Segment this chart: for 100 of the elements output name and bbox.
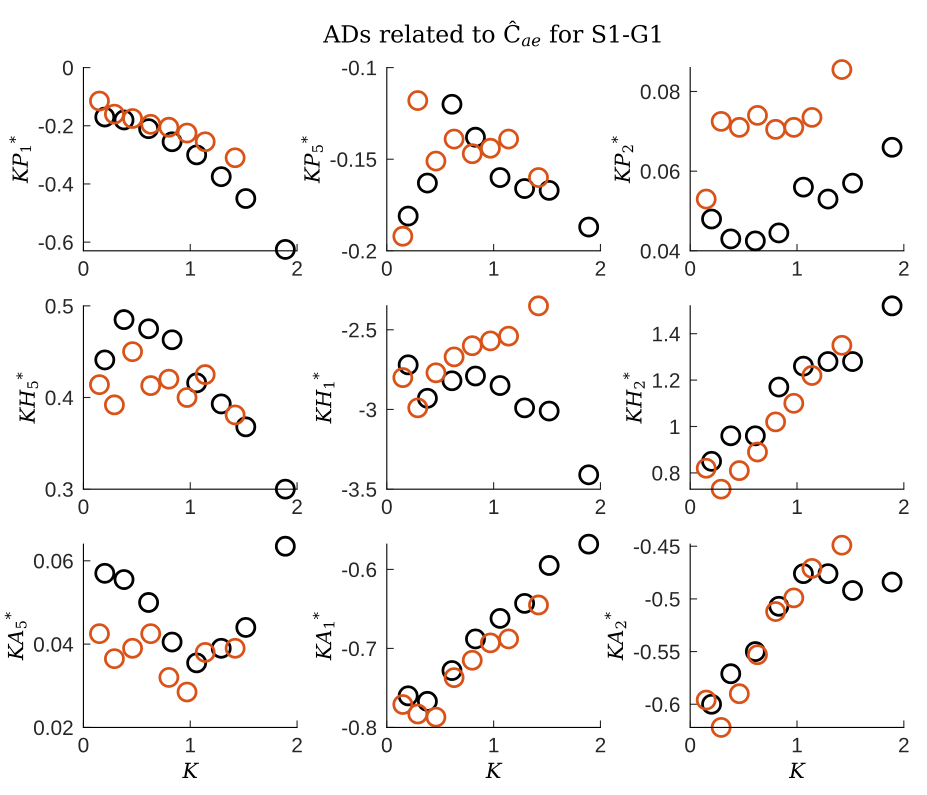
point [274,536,296,557]
y-tick-label: -0.45 [634,539,680,554]
point [818,351,838,372]
y-tick-label: 0.08 [640,84,680,100]
point [176,682,198,702]
point [842,580,863,601]
point [407,397,428,418]
point [498,628,519,650]
point [104,104,125,125]
point [480,330,501,352]
point [158,116,180,138]
point [392,367,414,388]
point [89,90,110,112]
point [783,392,804,414]
point [831,534,852,556]
point [578,216,600,238]
x-tick-label: 1 [489,738,498,752]
y-tick-label: 1 [670,420,680,434]
point [194,131,216,152]
point [274,478,296,500]
point [398,206,419,226]
point [194,642,216,663]
point [138,592,160,613]
point [765,118,786,140]
point [158,667,180,688]
y-tick-label: -3 [359,402,376,418]
y-tick-label: -0.1 [342,60,376,76]
point [528,167,549,188]
x-tick-label: 2 [899,499,909,514]
point [538,555,560,576]
point [138,318,160,340]
point [728,683,750,704]
x-tick-label: 1 [489,261,498,276]
point [747,442,768,462]
point [802,558,822,579]
point [416,172,438,194]
point [444,667,465,688]
x-tick-label: 1 [186,738,196,752]
point [140,375,162,396]
point [783,116,804,138]
point [728,116,750,138]
point [210,166,232,188]
y-tick-label: 0.02 [34,720,73,736]
point [224,638,246,659]
y-tick-label: 0.5 [46,298,73,314]
point [842,172,863,194]
point [747,644,768,666]
y-tick-label: 1.4 [653,326,680,342]
point [140,623,162,644]
point [392,226,414,247]
point [224,147,246,168]
point [462,650,483,671]
point [701,208,722,230]
y-tick-label: -0.55 [634,644,680,660]
point [882,572,902,592]
point [274,238,296,260]
point [104,648,125,670]
point [765,601,786,622]
point [186,652,208,674]
point [578,534,600,555]
point [842,351,863,372]
x-axis-title: K [788,762,806,778]
point [802,365,822,386]
x-tick-label: 1 [186,261,196,276]
point [224,404,246,426]
y-tick-label: 0.4 [46,390,74,406]
point [114,309,134,330]
point [710,110,732,132]
point [140,114,162,135]
y-tick-label: -3.5 [342,482,376,497]
point [490,608,510,629]
point [407,704,428,724]
point [514,397,536,418]
point [114,569,134,590]
point [94,350,116,370]
point [162,632,183,652]
point [802,106,822,128]
y-tick-label: -0.8 [342,720,376,736]
point [480,138,501,159]
point [398,354,419,376]
point [407,90,428,111]
x-tick-label: 1 [186,500,196,514]
point [89,374,110,396]
point [783,587,804,608]
chart-title: ADs related to Ĉ$_{ae}$ for S1-G1 [323,20,661,46]
x-tick-label: 0 [382,261,392,276]
y-axis-title: KP$_{2}$$^{*}$ [611,136,634,184]
point [444,128,465,150]
y-tick-label: 0.04 [34,637,74,652]
y-axis-title: KP$_{5}$$^{*}$ [301,136,324,184]
point [176,122,198,144]
point [465,366,486,386]
x-axis-title: K [486,762,502,778]
point [528,295,549,316]
point [444,346,465,368]
point [426,150,446,172]
y-tick-label: -0.2 [38,118,73,134]
y-tick-label: 0.3 [46,482,73,497]
point [720,228,742,250]
point [235,188,256,209]
